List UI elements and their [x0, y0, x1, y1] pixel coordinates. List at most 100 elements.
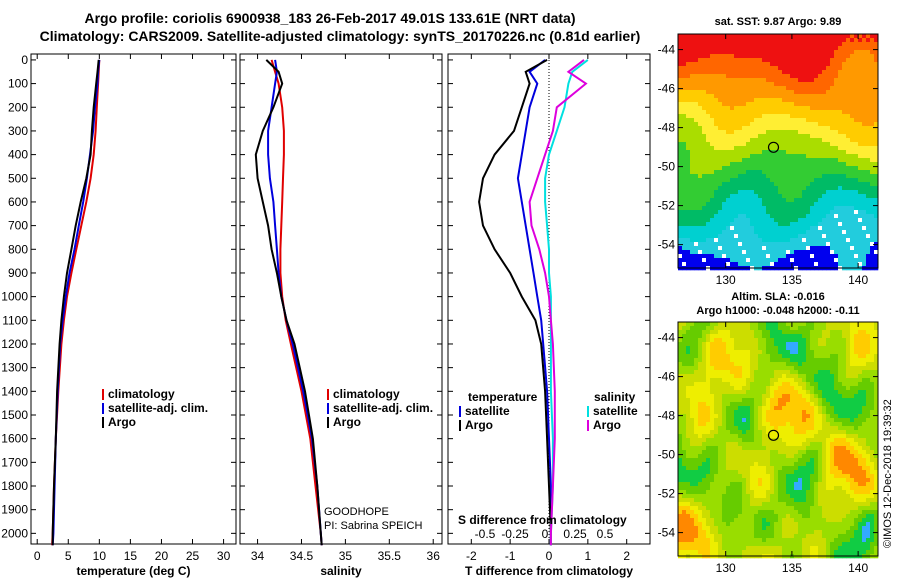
- map-cell: [818, 70, 823, 75]
- map-cell: [690, 66, 695, 71]
- map-cell: [758, 86, 763, 91]
- map-cell: [742, 178, 747, 183]
- map-cell: [774, 342, 779, 347]
- map-cell: [710, 402, 715, 407]
- map-cell: [750, 198, 755, 203]
- map-cell: [718, 90, 723, 95]
- map-cell: [702, 102, 707, 107]
- map-cell: [790, 358, 795, 363]
- map-cell: [774, 158, 779, 163]
- map-cell: [714, 238, 719, 243]
- map-cell: [846, 58, 851, 63]
- map-cell: [822, 138, 827, 143]
- legend-label: satellite-adj. clim.: [333, 401, 433, 415]
- map-cell: [698, 106, 703, 111]
- map-cell: [782, 82, 787, 87]
- map-cell: [782, 222, 787, 227]
- map-cell: [770, 418, 775, 423]
- map-cell: [758, 342, 763, 347]
- map-cell: [814, 446, 819, 451]
- map-cell: [810, 342, 815, 347]
- map-cell: [702, 34, 707, 39]
- map-cell: [850, 370, 855, 375]
- map-cell: [774, 386, 779, 391]
- map-cell: [758, 334, 763, 339]
- map-cell: [726, 186, 731, 191]
- map-cell: [826, 330, 831, 335]
- map-cell: [758, 70, 763, 75]
- map-cell: [862, 322, 867, 327]
- map-cell: [682, 338, 687, 343]
- map-cell: [854, 134, 859, 139]
- map-cell: [826, 430, 831, 435]
- map-cell: [726, 146, 731, 151]
- map-cell: [774, 50, 779, 55]
- map-cell: [714, 434, 719, 439]
- map-cell: [854, 394, 859, 399]
- map-cell: [706, 38, 711, 43]
- map-y-tick-label: -46: [658, 82, 676, 96]
- map-cell: [802, 370, 807, 375]
- map-cell: [834, 170, 839, 175]
- map-cell: [826, 134, 831, 139]
- map-cell: [826, 34, 831, 39]
- map-cell: [742, 90, 747, 95]
- map-cell: [690, 78, 695, 83]
- map-cell: [842, 202, 847, 207]
- map-cell: [730, 262, 735, 267]
- map-cell: [818, 122, 823, 127]
- map-cell: [714, 454, 719, 459]
- map-cell: [866, 98, 871, 103]
- map-cell: [830, 46, 835, 51]
- map-cell: [710, 206, 715, 211]
- map-cell: [706, 110, 711, 115]
- map-cell: [734, 102, 739, 107]
- map-cell: [818, 222, 823, 227]
- map-cell: [750, 98, 755, 103]
- map-cell: [822, 146, 827, 151]
- map-cell: [742, 358, 747, 363]
- map-cell: [774, 230, 779, 235]
- map-cell: [842, 86, 847, 91]
- map-cell: [858, 454, 863, 459]
- map-cell: [806, 142, 811, 147]
- map-cell: [758, 382, 763, 387]
- map-cell: [874, 122, 879, 127]
- map-cell: [770, 182, 775, 187]
- map-cell: [690, 110, 695, 115]
- map-cell: [778, 382, 783, 387]
- map-cell: [838, 166, 843, 171]
- map-cell: [866, 118, 871, 123]
- map-cell: [690, 50, 695, 55]
- map-cell: [706, 414, 711, 419]
- map-cell: [718, 182, 723, 187]
- map-cell: [742, 150, 747, 155]
- map-cell: [746, 122, 751, 127]
- map-cell: [766, 110, 771, 115]
- map-cell: [858, 430, 863, 435]
- map-cell: [702, 118, 707, 123]
- map-cell: [694, 82, 699, 87]
- map-cell: [710, 222, 715, 227]
- map-cell: [818, 406, 823, 411]
- map-cell: [702, 422, 707, 427]
- map-cell: [730, 374, 735, 379]
- map-cell: [746, 246, 751, 251]
- map-cell: [806, 458, 811, 463]
- map-cell: [842, 98, 847, 103]
- map-cell: [818, 42, 823, 47]
- map-cell: [686, 238, 691, 243]
- map-cell: [874, 258, 879, 263]
- map-cell: [810, 450, 815, 455]
- map-cell: [754, 346, 759, 351]
- map-cell: [690, 374, 695, 379]
- map-cell: [690, 158, 695, 163]
- map-cell: [862, 38, 867, 43]
- map-cell: [698, 238, 703, 243]
- map-cell: [758, 446, 763, 451]
- map-cell: [778, 438, 783, 443]
- map-cell: [750, 454, 755, 459]
- map-cell: [826, 190, 831, 195]
- map-cell: [734, 202, 739, 207]
- map-cell: [750, 190, 755, 195]
